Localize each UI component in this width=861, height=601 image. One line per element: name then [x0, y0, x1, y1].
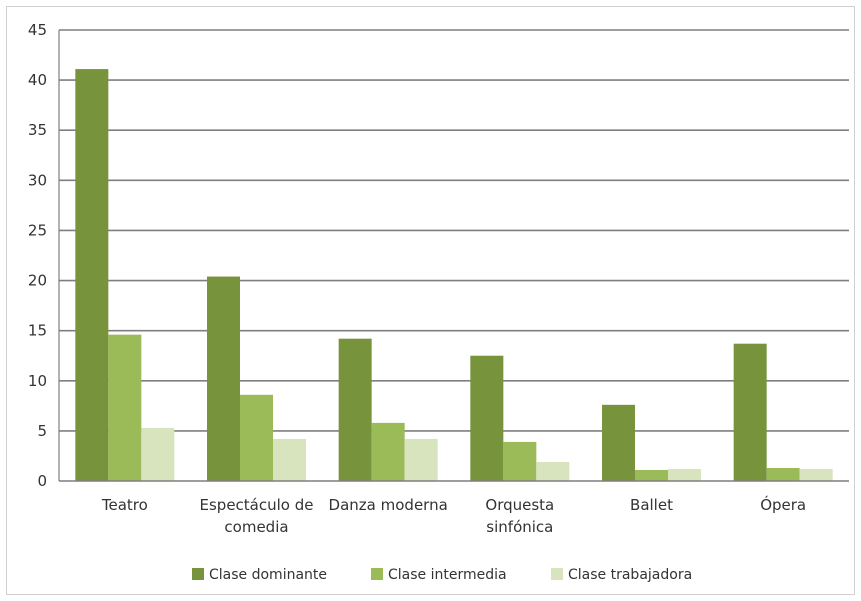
bars [75, 69, 833, 481]
bar-3-4 [536, 461, 570, 481]
bar-2-6 [766, 467, 800, 481]
bar-3-2 [273, 438, 306, 481]
bar-1-5 [602, 404, 635, 481]
bar-2-2 [240, 394, 273, 481]
y-tick-label: 10 [28, 372, 47, 390]
y-tick-label: 30 [28, 171, 47, 189]
bar-2-1 [108, 334, 142, 481]
y-tick-labels: 0 5 10 15 20 25 30 35 40 45 [28, 21, 47, 490]
y-tick-label: 0 [37, 472, 47, 490]
legend-swatch [371, 568, 383, 580]
y-tick-label: 25 [28, 221, 47, 239]
x-category-label: Espectáculo de comedia [200, 496, 314, 536]
x-category-label: Teatro [101, 496, 148, 514]
legend-swatch [551, 568, 563, 580]
x-category-labels: Teatro Espectáculo de comedia Danza moderna… [101, 495, 806, 536]
legend-label: Clase dominante [209, 567, 327, 583]
bar-1-3 [338, 338, 372, 481]
y-tick-label: 20 [28, 272, 47, 290]
bar-1-2 [207, 276, 240, 481]
legend-label: Clase trabajadora [568, 567, 692, 583]
bar-3-3 [404, 438, 438, 481]
y-tick-label: 45 [28, 21, 47, 39]
bar-3-1 [141, 427, 175, 481]
y-tick-label: 5 [37, 422, 47, 440]
bar-3-6 [799, 468, 833, 481]
bar-2-4 [503, 441, 537, 481]
bar-1-1 [75, 69, 109, 481]
bar-2-5 [635, 469, 668, 481]
y-tick-label: 40 [28, 71, 47, 89]
legend: Clase dominante Clase intermedia Clase tra… [192, 567, 692, 583]
gridlines [59, 29, 849, 432]
bar-1-6 [733, 343, 767, 481]
legend-label: Clase intermedia [388, 567, 507, 583]
x-category-label: Ballet [630, 496, 673, 514]
axes [58, 30, 849, 482]
bar-1-4 [470, 355, 504, 481]
x-category-label: Danza moderna [329, 496, 448, 514]
bar-3-5 [668, 468, 701, 481]
x-category-label: Orquesta sinfónica [485, 496, 554, 536]
x-category-label: Ópera [760, 495, 806, 514]
bar-2-3 [371, 422, 405, 481]
legend-swatch [192, 568, 204, 580]
y-tick-label: 35 [28, 121, 47, 139]
y-tick-label: 15 [28, 322, 47, 340]
chart-frame [6, 6, 855, 595]
